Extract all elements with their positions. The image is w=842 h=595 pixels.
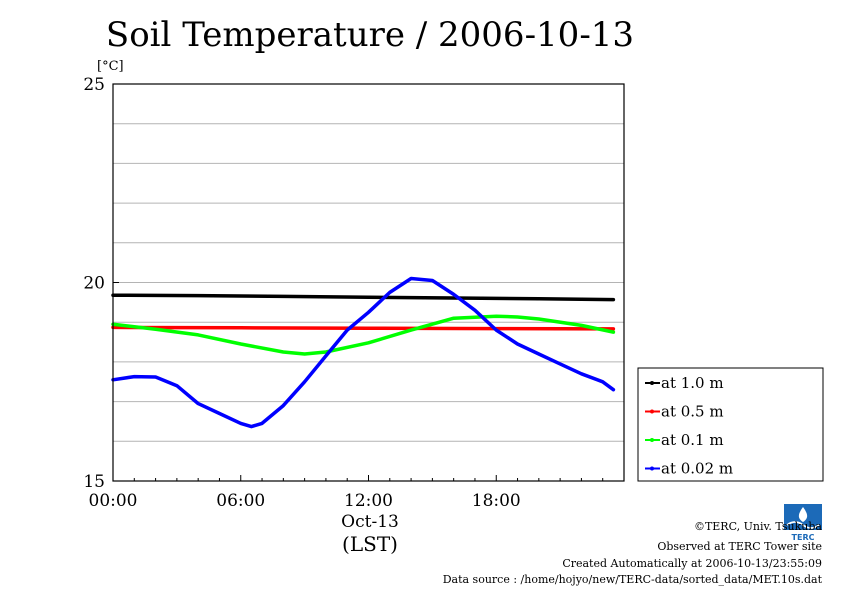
x-tick-label-18: 18:00 xyxy=(472,491,521,511)
y-tick-label-25: 25 xyxy=(83,75,105,95)
wave-icon xyxy=(786,521,820,529)
terc-logo: TERC xyxy=(784,504,822,542)
legend-label-1: at 1.0 m xyxy=(661,374,724,392)
footer-source: Data source : /home/hojyo/new/TERC-data/… xyxy=(443,573,823,586)
y-axis-label: [°C] xyxy=(97,59,124,74)
legend-items: at 1.0 m at 0.5 m at 0.1 m at 0.02 m xyxy=(645,374,733,478)
legend-marker-1 xyxy=(650,381,654,385)
water-drop-icon xyxy=(798,507,808,522)
legend-label-3: at 0.1 m xyxy=(661,431,724,449)
legend-marker-2 xyxy=(650,409,654,414)
x-tick-label-12: 12:00 xyxy=(344,491,393,511)
series-line-2 xyxy=(111,325,616,331)
x-date-label: Oct-13 xyxy=(341,512,399,532)
logo-text: TERC xyxy=(792,533,815,542)
series-lines xyxy=(111,276,616,429)
legend-label-2: at 0.5 m xyxy=(661,403,724,421)
legend-box xyxy=(637,367,824,482)
series-line-3 xyxy=(111,314,616,356)
axis-ticks: 15 20 25 00:00 06:00 12:00 18:00 xyxy=(83,75,604,511)
series-line-4 xyxy=(111,276,616,429)
x-axis-label: (LST) xyxy=(342,532,398,556)
legend-marker-4 xyxy=(650,466,654,471)
series-line-1 xyxy=(111,293,616,302)
y-tick-label-15: 15 xyxy=(83,472,105,492)
x-tick-label-0: 00:00 xyxy=(89,491,138,511)
grid-lines xyxy=(113,123,624,442)
x-tick-label-6: 06:00 xyxy=(216,491,265,511)
footer-created: Created Automatically at 2006-10-13/23:5… xyxy=(562,557,822,570)
footer-copyright: ©TERC, Univ. Tsukuba xyxy=(694,520,822,533)
chart-title: Soil Temperature / 2006-10-13 xyxy=(106,15,634,55)
footer-site: Observed at TERC Tower site xyxy=(657,540,822,553)
legend-marker-3 xyxy=(650,438,654,442)
legend: at 1.0 m at 0.5 m at 0.1 m at 0.02 m xyxy=(637,367,824,482)
y-tick-label-20: 20 xyxy=(83,274,105,294)
legend-label-4: at 0.02 m xyxy=(661,460,733,478)
